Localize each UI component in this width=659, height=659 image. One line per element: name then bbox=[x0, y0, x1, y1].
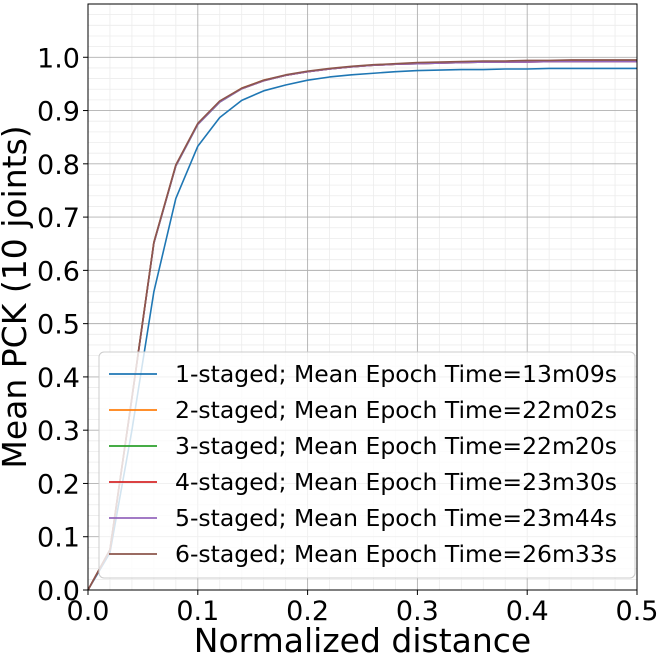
legend: 1-staged; Mean Epoch Time=13m09s 2-staged… bbox=[98, 351, 636, 579]
y-tick-label: 0.0 bbox=[37, 576, 80, 607]
legend-label-2: 2-staged; Mean Epoch Time=22m02s bbox=[175, 396, 617, 424]
x-tick-label: 0.5 bbox=[616, 596, 659, 627]
plot-frame bbox=[87, 3, 638, 591]
y-tick-label: 0.2 bbox=[37, 469, 80, 500]
series-lines bbox=[87, 59, 637, 591]
x-tick-label: 0.3 bbox=[396, 596, 439, 627]
legend-label-3: 3-staged; Mean Epoch Time=22m20s bbox=[175, 432, 617, 460]
y-tick-label: 0.7 bbox=[37, 203, 80, 234]
legend-label-1: 1-staged; Mean Epoch Time=13m09s bbox=[175, 360, 617, 388]
legend-label-6: 6-staged; Mean Epoch Time=26m33s bbox=[175, 540, 617, 568]
x-tick-label: 0.0 bbox=[67, 596, 110, 627]
y-tick-label: 1.0 bbox=[37, 43, 80, 74]
series-line-6 bbox=[87, 59, 637, 591]
y-tick-label: 0.9 bbox=[37, 97, 80, 128]
legend-label-4: 4-staged; Mean Epoch Time=23m30s bbox=[175, 468, 617, 496]
y-tick-label: 0.6 bbox=[37, 256, 80, 287]
y-tick-label: 0.1 bbox=[37, 523, 80, 554]
y-axis-label: Mean PCK (10 joints) bbox=[0, 125, 34, 468]
x-tick-label: 0.4 bbox=[506, 596, 549, 627]
x-tick-label: 0.2 bbox=[286, 596, 329, 627]
x-axis-label: Normalized distance bbox=[194, 621, 531, 659]
y-tick-label: 0.4 bbox=[37, 363, 80, 394]
y-tick-label: 0.5 bbox=[37, 310, 80, 341]
axis-ticks: 0.0 0.1 0.2 0.3 0.4 0.5 0.0 0.1 0.2 0.3 0.4 0.5 0.6 0… bbox=[37, 43, 658, 627]
legend-box bbox=[98, 351, 636, 579]
y-tick-label: 0.8 bbox=[37, 150, 80, 181]
x-tick-label: 0.1 bbox=[176, 596, 219, 627]
legend-label-5: 5-staged; Mean Epoch Time=23m44s bbox=[175, 504, 617, 532]
series-line-1 bbox=[87, 67, 637, 591]
y-tick-label: 0.3 bbox=[37, 416, 80, 447]
